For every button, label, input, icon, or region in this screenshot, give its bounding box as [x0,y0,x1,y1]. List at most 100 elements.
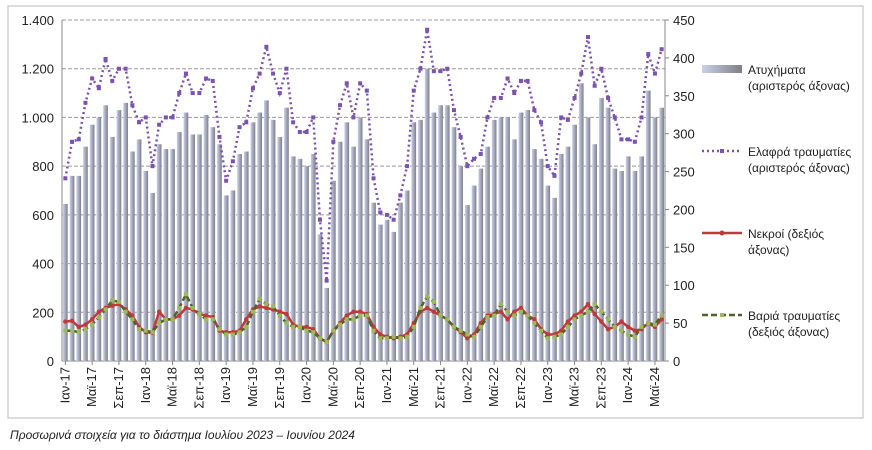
bar [344,122,350,361]
marker [96,309,102,314]
y-tick-label: 0 [47,354,54,369]
marker [177,305,182,310]
marker [619,319,624,324]
marker [183,292,188,297]
x-tick-label: Σεπ-23 [593,367,608,409]
marker [137,327,142,332]
marker [224,178,229,183]
marker [431,299,436,304]
bar [150,192,155,361]
bar [264,100,269,361]
marker [264,302,269,307]
bar [351,146,356,361]
marker [606,95,611,100]
legend-label: Ατυχήματα (αριστερός άξονας) [748,63,850,93]
marker [351,115,356,120]
marker [150,330,155,335]
bar [639,156,644,361]
x-tick-label: Μαϊ-21 [406,367,421,407]
x-tick-label: Σεπ-18 [191,367,206,409]
marker [606,317,611,322]
marker [592,83,597,88]
y2-tick-label: 100 [673,278,695,293]
bar [183,112,189,361]
marker [203,313,209,318]
marker [659,313,664,318]
bar [391,231,396,361]
marker [451,324,456,329]
bar [518,112,524,361]
marker [579,313,584,318]
marker [639,324,644,329]
marker [177,313,182,318]
marker [391,334,396,339]
bar [170,149,175,361]
x-tick-label: Σεπ-20 [352,367,367,409]
marker [626,332,631,337]
marker [572,95,577,100]
marker [257,304,262,309]
bar [210,127,216,362]
legend-marker [719,230,725,236]
bar [103,105,108,361]
marker [90,322,95,327]
bar [130,151,135,361]
marker [284,66,289,71]
marker [163,115,168,120]
marker [297,324,302,329]
bar [619,171,624,361]
bar [203,114,209,361]
marker [478,324,483,329]
x-tick-label: Μαϊ-18 [165,367,180,407]
marker [505,317,510,322]
marker [398,193,403,198]
marker [492,95,497,100]
marker [559,332,564,337]
marker [96,86,101,91]
marker [103,56,108,61]
marker [552,173,557,178]
bar [297,158,303,361]
marker [89,317,95,322]
marker [76,137,81,142]
marker [331,328,336,333]
y-tick-label: 1.000 [21,110,54,125]
marker [425,27,430,32]
marker [271,71,276,76]
bar [223,195,229,361]
marker [579,71,584,76]
marker [472,334,477,339]
marker [585,309,590,314]
x-tick-label: Μαϊ-23 [567,367,582,407]
marker [183,71,188,76]
bar [96,117,102,361]
marker [418,305,423,310]
bar [83,146,88,361]
bar [599,97,604,361]
marker [625,324,631,330]
marker [364,313,369,318]
marker [585,35,590,40]
marker [157,321,162,326]
marker [63,328,68,333]
marker [143,328,148,333]
marker [163,317,168,322]
x-tick-label: Ιαν-21 [379,367,394,403]
x-tick-label: Σεπ-19 [272,367,287,409]
marker [63,319,68,324]
bar [277,136,283,361]
bar [116,110,122,361]
marker [156,309,162,314]
legend-item: Ελαφρά τραυματίες (αριστερός άξονας) [700,144,860,226]
marker [304,328,309,333]
marker [545,336,550,341]
bar [284,107,289,361]
y2-tick-label: 150 [673,240,695,255]
bar [398,202,403,361]
marker [76,330,81,335]
marker [90,76,95,81]
marker [405,164,410,169]
marker [539,328,544,333]
marker [465,332,470,337]
